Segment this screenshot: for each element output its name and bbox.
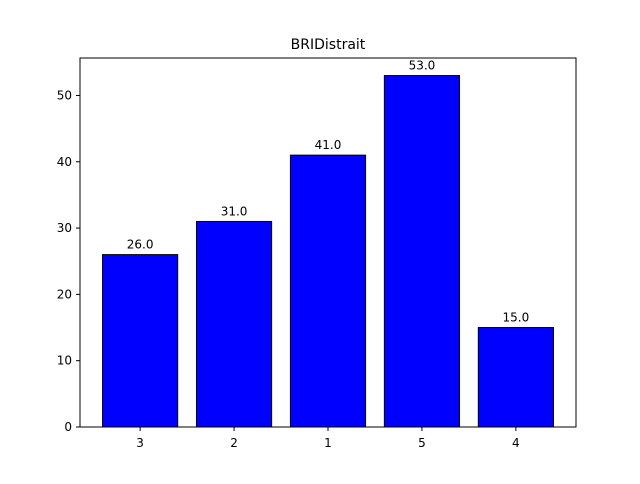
x-tick-label: 5 — [418, 436, 426, 450]
plot-frame — [79, 57, 577, 428]
bar-5 — [383, 75, 461, 428]
bar-4 — [477, 327, 554, 428]
bar-2 — [195, 220, 273, 428]
bar-1 — [289, 154, 367, 428]
bar-value-label: 15.0 — [503, 311, 530, 325]
y-axis: 0 10 20 30 40 50 — [57, 88, 80, 434]
x-tick-label: 1 — [324, 436, 332, 450]
y-tick-label: 10 — [57, 354, 72, 368]
y-tick-label: 50 — [57, 88, 72, 102]
bar-value-label: 53.0 — [409, 59, 436, 73]
x-axis: 3 2 1 5 4 — [136, 427, 520, 450]
y-tick-label: 40 — [57, 155, 72, 169]
chart-title: BRIDistrait — [291, 37, 366, 53]
bar-value-label: 41.0 — [315, 138, 342, 152]
y-tick-label: 20 — [57, 287, 72, 301]
bar-value-label: 31.0 — [221, 204, 248, 218]
value-labels-layer: 26.0 31.0 41.0 53.0 15.0 — [127, 59, 529, 325]
y-tick-label: 30 — [57, 221, 72, 235]
x-tick-label: 3 — [136, 436, 144, 450]
y-tick-label: 0 — [64, 420, 72, 434]
bar-value-label: 26.0 — [127, 238, 154, 252]
x-tick-label: 2 — [230, 436, 238, 450]
x-tick-label: 4 — [512, 436, 520, 450]
bar-3 — [102, 254, 179, 428]
bars-layer — [102, 75, 554, 428]
